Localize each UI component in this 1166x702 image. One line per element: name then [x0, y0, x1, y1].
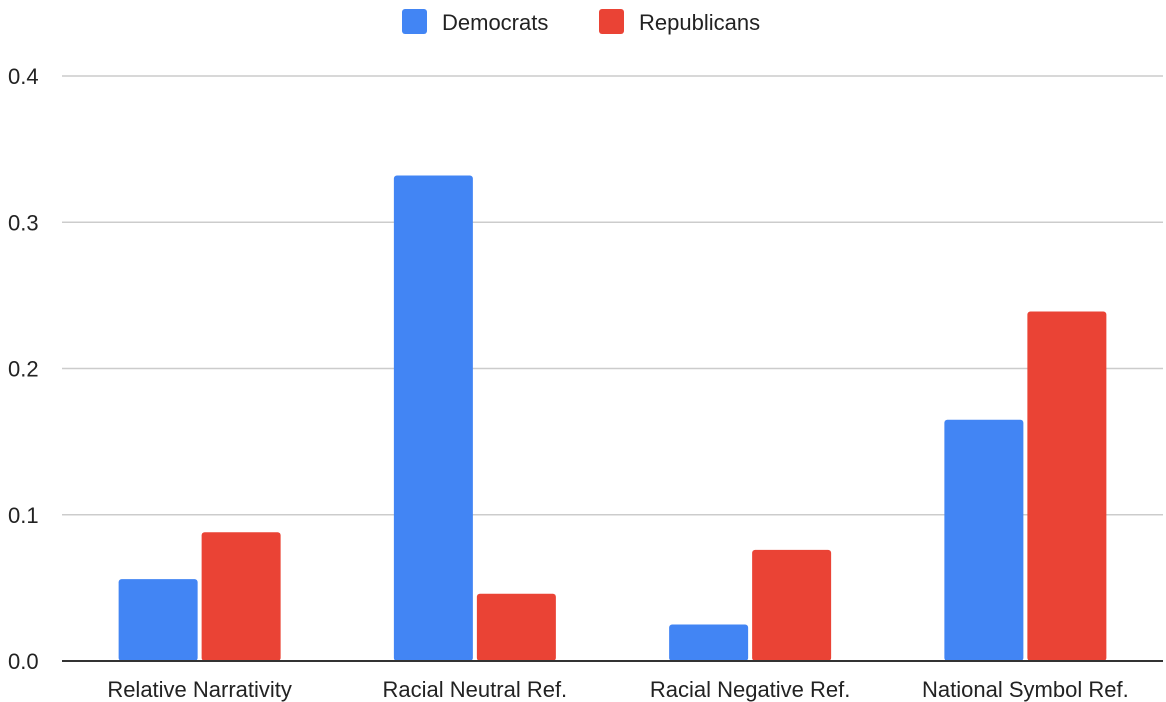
y-tick-label: 0.4: [8, 64, 39, 89]
bar-democrats-2: [393, 175, 473, 661]
x-axis-category-labels: Relative Narrativity Racial Neutral Ref. R…: [107, 677, 1128, 702]
x-category-label: Racial Negative Ref.: [650, 677, 851, 702]
bar-republicans-2: [476, 593, 556, 661]
bars: [118, 175, 1107, 661]
bar-republicans-3: [752, 549, 832, 661]
legend-label-republicans: Republicans: [639, 10, 760, 35]
x-category-label: National Symbol Ref.: [922, 677, 1129, 702]
legend-swatch-republicans: [599, 9, 624, 34]
legend-label-democrats: Democrats: [442, 10, 548, 35]
x-category-label: Racial Neutral Ref.: [383, 677, 568, 702]
y-tick-label: 0.1: [8, 503, 39, 528]
bar-republicans-1: [201, 532, 281, 661]
bar-democrats-4: [944, 419, 1024, 661]
y-tick-label: 0.2: [8, 357, 39, 382]
y-axis-tick-labels: 0.0 0.1 0.2 0.3 0.4: [8, 64, 39, 674]
bar-democrats-3: [669, 624, 749, 661]
y-tick-label: 0.3: [8, 210, 39, 235]
x-category-label: Relative Narrativity: [107, 677, 292, 702]
bar-democrats-1: [118, 579, 198, 661]
y-tick-label: 0.0: [8, 649, 39, 674]
legend-swatch-democrats: [402, 9, 427, 34]
legend: Democrats Republicans: [402, 9, 760, 35]
bar-republicans-4: [1027, 311, 1107, 661]
